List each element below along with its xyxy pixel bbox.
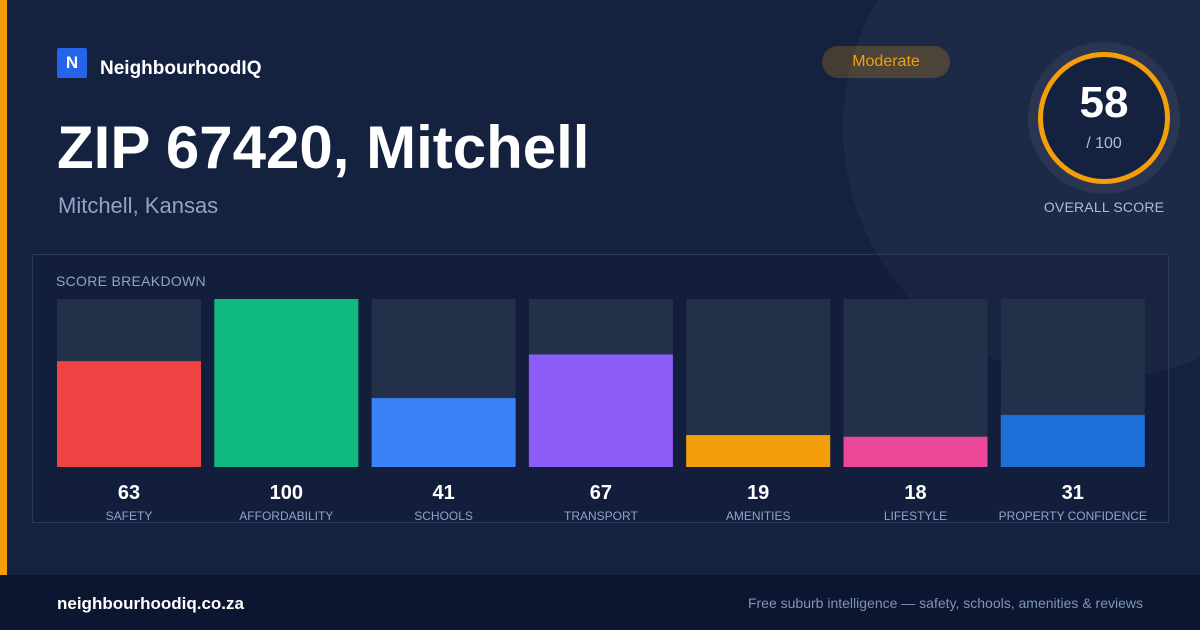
overall-score-gauge: 58 / 100 <box>1028 42 1180 194</box>
bar-category-label: SAFETY <box>106 509 153 522</box>
score-ring: 58 / 100 <box>1038 52 1170 184</box>
bar-amenities <box>686 435 831 467</box>
bar-value-label: 18 <box>904 482 926 504</box>
score-bar-chart: 63 SAFETY 100 AFFORDABILITY 41 SCHOOLS 67 TRANS… <box>57 299 1147 522</box>
brand-name: NeighbourhoodIQ <box>100 58 262 79</box>
bar-category-label: TRANSPORT <box>564 509 638 522</box>
bar-value-label: 63 <box>118 482 140 504</box>
bar-category-label: SCHOOLS <box>414 509 473 522</box>
brand[interactable]: N NeighbourhoodIQ <box>57 46 261 80</box>
footer: neighbourhoodiq.co.za Free suburb intell… <box>0 575 1200 630</box>
bar-value-label: 100 <box>270 482 303 504</box>
bar-value-label: 31 <box>1062 482 1084 504</box>
score-breakdown-panel: SCORE BREAKDOWN 63 SAFETY 100 AFFORDABILITY… <box>32 254 1169 523</box>
overall-score-max: / 100 <box>1086 135 1122 152</box>
bar-property-confidence <box>1000 414 1145 467</box>
page-title: ZIP 67420, Mitchell <box>57 114 590 181</box>
bar-safety <box>57 361 201 467</box>
bar-category-label: PROPERTY CONFIDENCE <box>999 509 1147 522</box>
footer-site-link[interactable]: neighbourhoodiq.co.za <box>57 594 244 613</box>
bar-schools <box>371 398 516 467</box>
bar-lifestyle <box>843 436 988 467</box>
breakdown-title: SCORE BREAKDOWN <box>56 273 206 289</box>
overall-score-label: OVERALL SCORE <box>1043 199 1165 215</box>
footer-tagline: Free suburb intelligence — safety, schoo… <box>747 595 1143 611</box>
brand-logo-icon: N <box>57 48 87 78</box>
rating-badge: Moderate <box>822 46 950 78</box>
bar-value-label: 41 <box>432 482 454 504</box>
bar-category-label: AMENITIES <box>726 509 791 522</box>
overall-score-value: 58 <box>1079 78 1129 127</box>
bar-category-label: LIFESTYLE <box>884 509 947 522</box>
location-subtitle: Mitchell, Kansas <box>58 193 219 218</box>
bar-value-label: 67 <box>590 482 612 504</box>
bar-value-label: 19 <box>747 482 769 504</box>
accent-stripe <box>0 0 7 575</box>
bar-category-label: AFFORDABILITY <box>239 509 333 522</box>
bar-affordability <box>214 299 359 467</box>
bar-transport <box>528 354 673 467</box>
